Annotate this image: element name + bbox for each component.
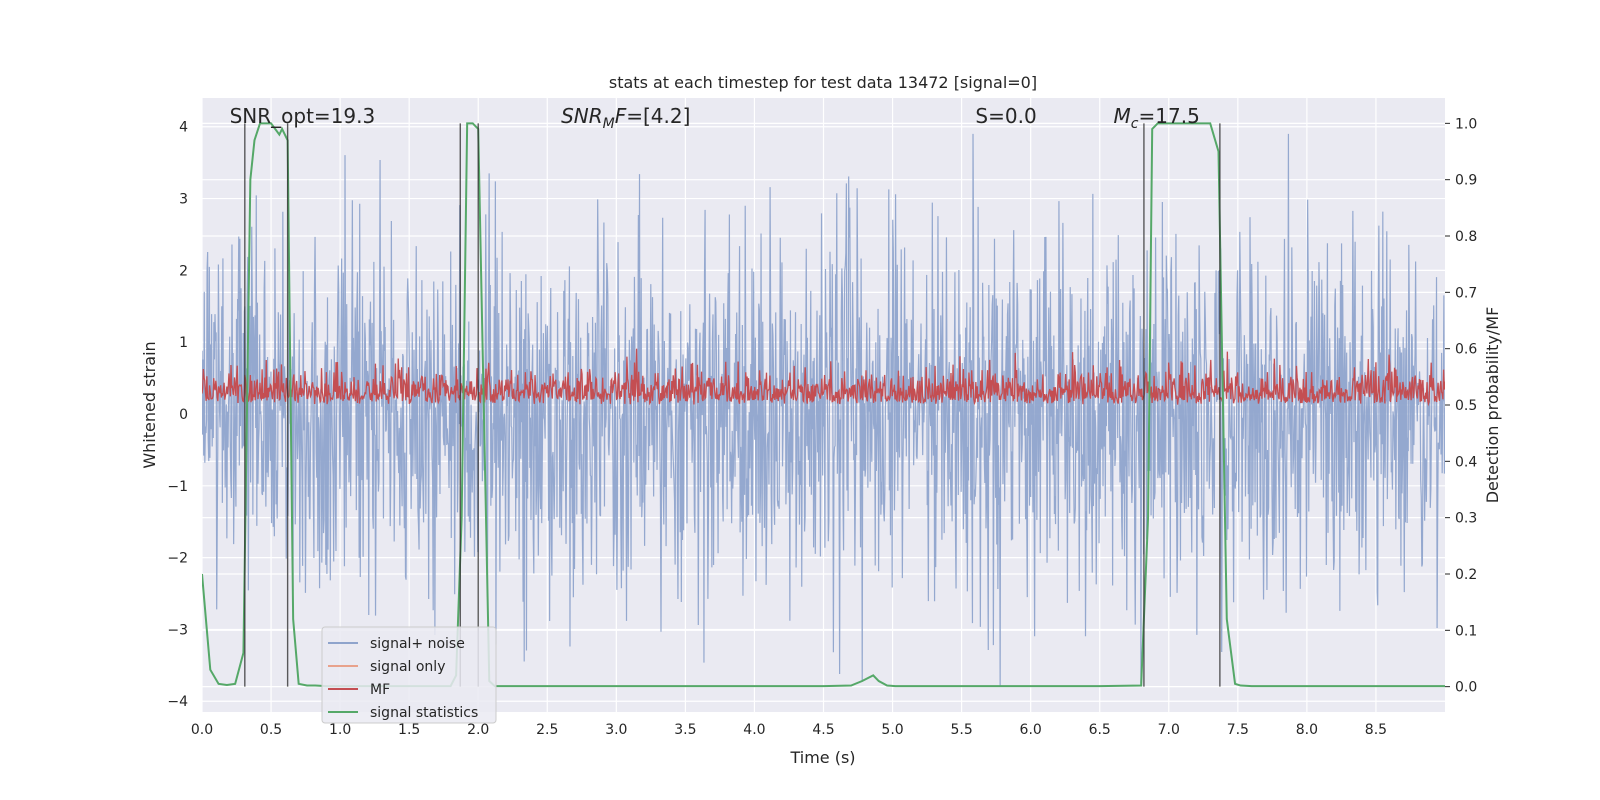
x-tick-label: 7.5 xyxy=(1227,722,1249,738)
x-tick-label: 6.5 xyxy=(1089,722,1111,738)
x-tick-label: 7.0 xyxy=(1158,722,1180,738)
y-tick-label-left: 2 xyxy=(179,263,188,279)
y-tick-label-left: −1 xyxy=(167,479,188,495)
y-axis-label-left: Whitened strain xyxy=(140,341,159,468)
x-tick-label: 1.0 xyxy=(329,722,351,738)
y-tick-label-left: 3 xyxy=(179,192,188,208)
series-signal-statistics-line xyxy=(202,122,1445,688)
y-tick-label-right: 0.9 xyxy=(1455,173,1477,189)
boundary-layer xyxy=(244,123,1221,687)
series-layer xyxy=(202,122,1445,688)
series-signal-noise-line xyxy=(202,133,1445,687)
x-tick-label: 5.5 xyxy=(950,722,972,738)
y-tick-label-left: −2 xyxy=(167,551,188,567)
y-tick-label-right: 1.0 xyxy=(1455,116,1477,132)
x-tick-label: 2.5 xyxy=(536,722,558,738)
x-tick-label: 2.0 xyxy=(467,722,489,738)
legend-entry-label: signal+ noise xyxy=(370,636,465,652)
x-tick-label: 8.0 xyxy=(1296,722,1318,738)
x-tick-label: 5.0 xyxy=(881,722,903,738)
y-axis-label-right: Detection probability/MF xyxy=(1483,307,1502,504)
x-tick-label: 3.0 xyxy=(605,722,627,738)
annotation-label: S=0.0 xyxy=(975,104,1036,128)
legend: signal+ noise signal only MF signal statist… xyxy=(321,626,497,724)
annotation-label: Mc=17.5 xyxy=(1114,104,1200,132)
x-tick-label: 0.5 xyxy=(260,722,282,738)
y-tick-label-right: 0.6 xyxy=(1455,342,1477,358)
y-tick-label-left: 1 xyxy=(179,335,188,351)
y-tick-label-right: 0.7 xyxy=(1455,285,1477,301)
x-tick-label: 3.5 xyxy=(674,722,696,738)
x-axis-label: Time (s) xyxy=(789,748,855,767)
chart-title: stats at each timestep for test data 134… xyxy=(609,73,1037,92)
y-tick-label-right: 0.5 xyxy=(1455,398,1477,414)
x-tick-label: 4.0 xyxy=(743,722,765,738)
y-tick-label-right: 0.0 xyxy=(1455,680,1477,696)
x-tick-label: 6.0 xyxy=(1020,722,1042,738)
legend-entry-label: MF xyxy=(370,682,390,698)
x-tick-label: 8.5 xyxy=(1365,722,1387,738)
annotation-label: SNR_opt=19.3 xyxy=(230,104,376,128)
annotation-layer: SNR_opt=19.3 SNRMF=[4.2] S=0.0 Mc=17.5 xyxy=(230,104,1200,132)
series-mf-line xyxy=(202,348,1445,407)
annotation-label: SNRMF=[4.2] xyxy=(561,104,690,132)
y-tick-label-right: 0.4 xyxy=(1455,454,1477,470)
ticks-layer: 0.0 0.5 1.0 1.5 2.0 2.5 3.0 3.5 4.0 4.5 5.0 5.5 6.0 6… xyxy=(167,116,1477,738)
y-tick-label-right: 0.8 xyxy=(1455,229,1477,245)
x-tick-label: 4.5 xyxy=(812,722,834,738)
y-tick-label-left: −3 xyxy=(167,622,188,638)
y-tick-label-left: 0 xyxy=(179,407,188,423)
y-tick-label-right: 0.2 xyxy=(1455,567,1477,583)
y-tick-label-right: 0.3 xyxy=(1455,511,1477,527)
y-tick-label-left: −4 xyxy=(167,694,188,710)
y-tick-label-right: 0.1 xyxy=(1455,623,1477,639)
x-tick-label: 1.5 xyxy=(398,722,420,738)
legend-entry-label: signal only xyxy=(370,659,445,675)
legend-box xyxy=(321,626,497,724)
x-tick-label: 0.0 xyxy=(191,722,213,738)
legend-entry-label: signal statistics xyxy=(370,705,478,721)
y-tick-label-left: 4 xyxy=(179,120,188,136)
